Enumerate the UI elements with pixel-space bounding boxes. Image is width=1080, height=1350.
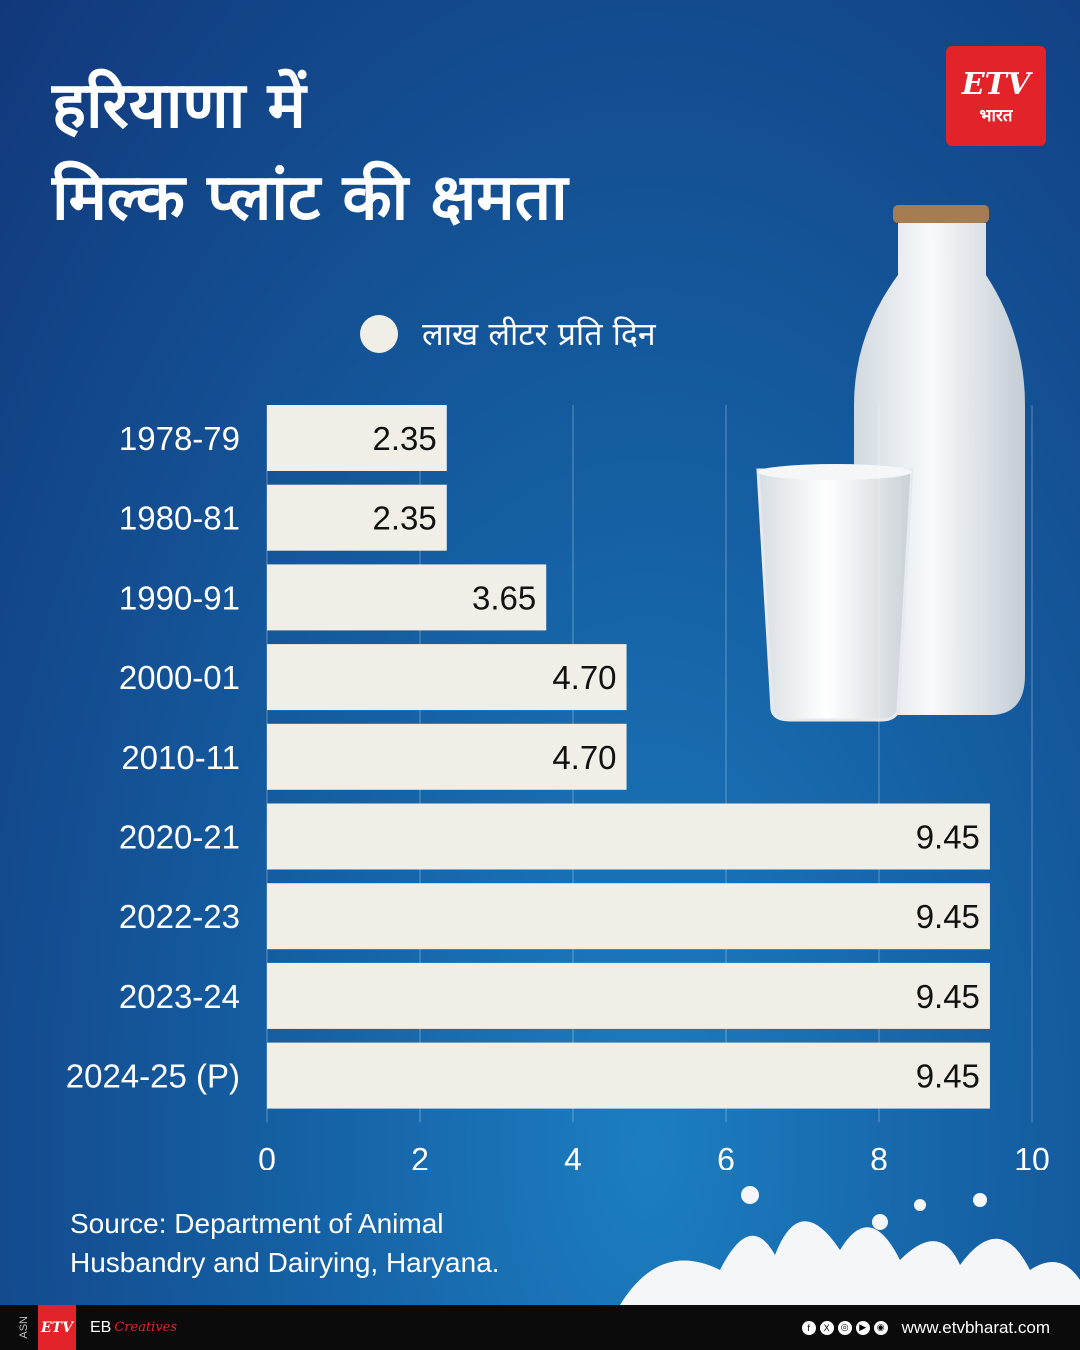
whatsapp-icon[interactable]: ◉ — [873, 1320, 888, 1335]
bar-value-label: 2.35 — [373, 500, 437, 537]
source-line-1: Source: Department of Animal — [70, 1208, 444, 1239]
bar — [267, 484, 447, 551]
source-note: Source: Department of Animal Husbandry a… — [70, 1204, 590, 1282]
instagram-icon[interactable]: ◎ — [837, 1320, 852, 1335]
social-icons: f X ◎ ▶ ◉ — [801, 1320, 888, 1335]
bar — [267, 405, 447, 471]
category-label: 2022-23 — [119, 898, 240, 935]
bar — [267, 564, 547, 631]
title-line-1: हरियाणा में — [52, 69, 306, 143]
milk-splash — [620, 1186, 1080, 1305]
bar-value-label: 9.45 — [916, 819, 980, 856]
logo-mark: ETV — [961, 66, 1031, 102]
milk-bottle-illustration — [756, 205, 1025, 722]
x-tick-label: 10 — [1014, 1141, 1050, 1170]
page-title: हरियाणा में मिल्क प्लांट की क्षमता — [52, 60, 568, 244]
category-label: 1978-79 — [119, 420, 240, 457]
footer-eb-creatives: Creatives — [114, 1320, 178, 1335]
footer-asn: ASN — [18, 1316, 30, 1339]
source-line-2: Husbandry and Dairying, Haryana. — [70, 1247, 500, 1278]
chart-legend: लाख लीटर प्रति दिन — [360, 312, 656, 355]
bar — [267, 644, 627, 711]
etv-bharat-logo: ETV भारत — [946, 46, 1046, 146]
logo-subtitle: भारत — [979, 105, 1013, 126]
bar — [267, 883, 990, 950]
bar — [267, 962, 990, 1029]
legend-label: लाख लीटर प्रति दिन — [422, 315, 656, 353]
bar-value-label: 9.45 — [916, 1058, 980, 1095]
footer-logo: ETV — [38, 1305, 76, 1350]
website-link[interactable]: www.etvbharat.com — [901, 1317, 1050, 1337]
bar-value-label: 3.65 — [472, 579, 536, 616]
x-tick-label: 2 — [411, 1141, 429, 1170]
youtube-icon[interactable]: ▶ — [855, 1320, 870, 1335]
x-tick-label: 0 — [258, 1141, 276, 1170]
category-label: 1980-81 — [119, 500, 240, 537]
category-label: 2020-21 — [119, 819, 240, 856]
category-label: 2024-25 (P) — [66, 1058, 240, 1095]
footer-eb: EB — [90, 1318, 112, 1336]
bottle-cap — [893, 205, 989, 223]
x-tick-label: 8 — [870, 1141, 888, 1170]
bar — [267, 803, 990, 870]
bar-value-label: 9.45 — [916, 978, 980, 1015]
category-label: 2010-11 — [121, 739, 240, 776]
bar-value-label: 2.35 — [373, 420, 437, 457]
footer-bar: ASN ETV EB Creatives f X ◎ ▶ ◉ www.etvbh… — [0, 1305, 1080, 1350]
bar — [267, 1042, 990, 1109]
glass-body — [756, 468, 914, 722]
bar-value-label: 9.45 — [916, 898, 980, 935]
facebook-icon[interactable]: f — [801, 1320, 816, 1335]
category-label: 2000-01 — [119, 659, 240, 696]
x-tick-label: 4 — [564, 1141, 582, 1170]
bar-value-label: 4.70 — [552, 739, 616, 776]
category-label: 2023-24 — [119, 978, 240, 1015]
bar-chart: 0 2 4 6 8 10 2.35 1978-79 2.35 1980-81 3.65 1990-91… — [66, 405, 1050, 1170]
legend-swatch — [360, 314, 398, 353]
glass-rim — [758, 464, 912, 480]
bar-value-label: 4.70 — [552, 659, 616, 696]
bar — [267, 723, 627, 790]
x-icon[interactable]: X — [819, 1320, 834, 1335]
x-tick-label: 6 — [717, 1141, 735, 1170]
title-line-2: मिल्क प्लांट की क्षमता — [52, 161, 568, 235]
category-label: 1990-91 — [119, 579, 240, 616]
